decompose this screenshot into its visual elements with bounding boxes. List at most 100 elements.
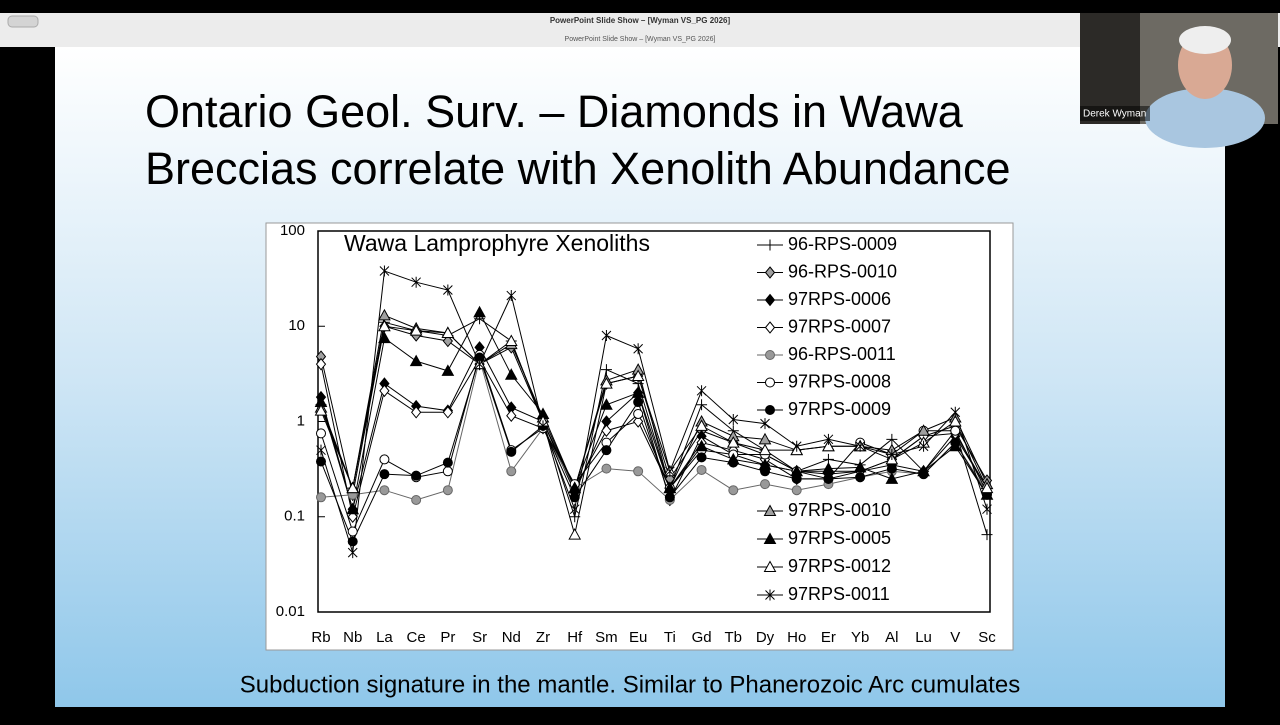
marker [600, 364, 612, 376]
x-tick-label: La [376, 629, 393, 646]
marker [411, 276, 421, 288]
marker [409, 354, 423, 367]
x-tick-label: Ce [407, 629, 426, 646]
marker [633, 408, 644, 419]
x-tick-label: Lu [915, 629, 932, 646]
marker [347, 526, 358, 537]
marker [823, 473, 834, 484]
marker [442, 466, 453, 477]
marker [664, 492, 675, 503]
series-line [320, 325, 988, 535]
marker [631, 369, 645, 382]
marker [442, 457, 453, 468]
marker [760, 418, 770, 430]
marker [696, 464, 707, 475]
legend-label: 97RPS-0008 [788, 371, 891, 391]
marker [569, 503, 580, 515]
person-shirt [1145, 88, 1265, 148]
marker [379, 265, 390, 277]
x-tick-label: Er [821, 629, 836, 646]
marker [948, 414, 962, 427]
title-bar [0, 13, 1280, 47]
series-line [320, 318, 988, 535]
marker [442, 334, 454, 348]
marker [347, 536, 358, 547]
marker [506, 290, 517, 302]
marker [411, 470, 422, 481]
marker [695, 419, 708, 431]
x-tick-label: Eu [629, 629, 647, 646]
marker [442, 405, 454, 419]
chart-box [265, 222, 1014, 651]
x-tick-label: Sr [472, 629, 487, 646]
legend-marker [763, 560, 777, 572]
x-tick-label: Zr [536, 629, 550, 646]
x-tick-label: Hf [567, 629, 583, 646]
marker [316, 428, 326, 439]
marker [316, 444, 326, 456]
series-line [320, 358, 988, 517]
marker [663, 481, 677, 494]
marker [918, 440, 929, 452]
y-tick-label: 0.01 [276, 603, 305, 620]
marker [504, 334, 518, 347]
legend-label: 96-RPS-0010 [788, 261, 897, 281]
legend-label: 97RPS-0007 [788, 316, 891, 336]
marker [410, 405, 422, 419]
window-subtitle: PowerPoint Slide Show – [Wyman VS_PG 202… [565, 36, 716, 43]
marker [378, 331, 391, 344]
marker [633, 343, 643, 355]
legend-label: 97RPS-0005 [788, 528, 891, 548]
legend-marker [763, 504, 777, 516]
marker [442, 485, 453, 496]
legend-marker [764, 239, 776, 251]
legend-marker [763, 532, 777, 544]
y-tick-label: 100 [280, 222, 305, 239]
marker [948, 439, 962, 452]
marker [633, 466, 644, 477]
marker [443, 284, 453, 296]
legend-label: 97RPS-0012 [788, 556, 891, 576]
marker [379, 469, 390, 480]
marker [569, 492, 580, 503]
marker [696, 452, 707, 463]
x-tick-label: Yb [851, 629, 869, 646]
marker [790, 464, 804, 477]
marker [696, 399, 708, 411]
marker [474, 358, 485, 370]
marker [409, 324, 423, 336]
marker [441, 364, 455, 376]
x-tick-label: Rb [311, 629, 330, 646]
legend-label: 96-RPS-0011 [788, 344, 896, 364]
x-tick-label: Sc [978, 629, 996, 646]
webcam: Derek Wyman [1080, 13, 1278, 148]
marker [601, 445, 612, 456]
marker [378, 319, 391, 332]
marker [568, 481, 582, 494]
x-tick-label: Nd [502, 629, 521, 646]
marker [601, 329, 612, 341]
marker [726, 436, 740, 448]
marker [695, 439, 708, 452]
marker [568, 528, 582, 540]
legend-marker [764, 266, 776, 279]
marker [506, 409, 517, 423]
marker [631, 386, 645, 398]
marker [316, 492, 326, 503]
marker [758, 458, 772, 470]
marker [917, 424, 930, 436]
marker [950, 425, 961, 436]
marker [601, 424, 612, 438]
marker [760, 479, 770, 490]
legend-marker [764, 293, 776, 307]
name-tag [1080, 106, 1150, 121]
x-tick-label: Nb [343, 629, 362, 646]
marker [855, 440, 865, 452]
slide-caption: Subduction signature in the mantle. Simi… [240, 671, 1020, 698]
x-tick-label: V [950, 629, 960, 646]
y-tick-label: 1 [297, 412, 305, 429]
window-button[interactable] [7, 15, 39, 28]
legend-label: 96-RPS-0009 [788, 234, 897, 254]
